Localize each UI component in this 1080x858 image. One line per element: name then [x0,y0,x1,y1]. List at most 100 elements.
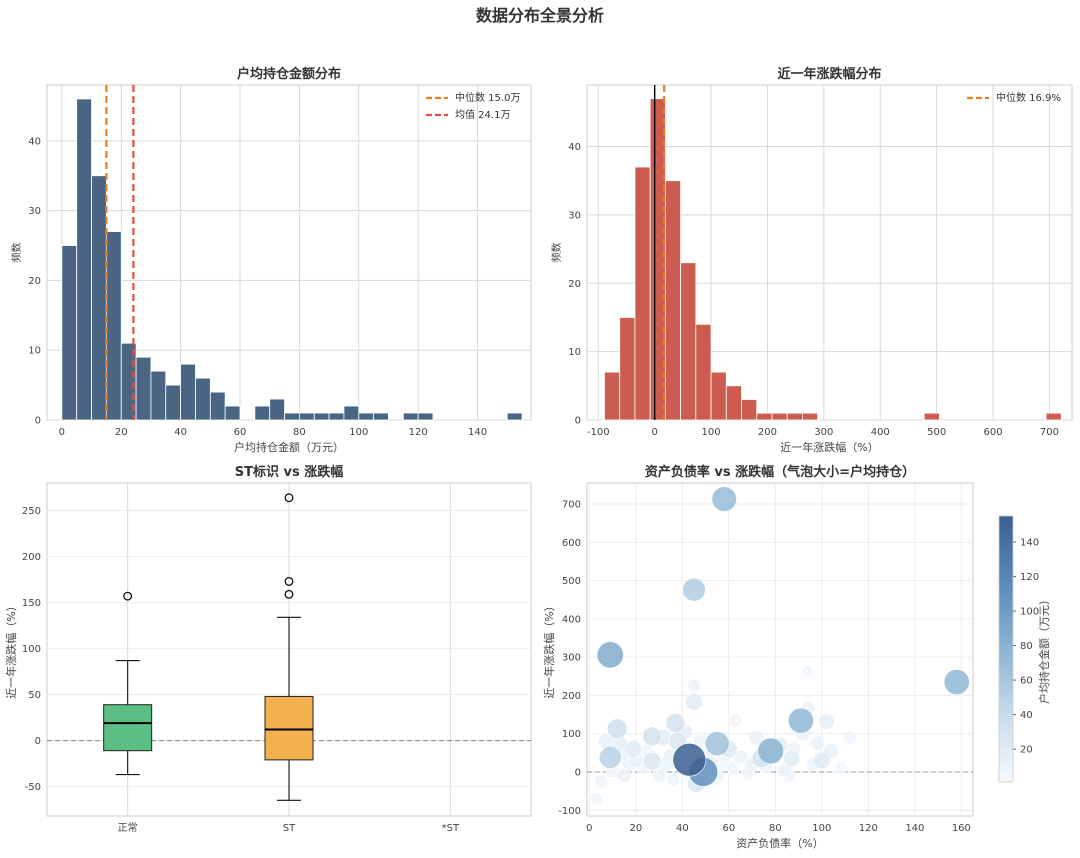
histogram-bar [76,98,92,421]
x-tick-label: 100 [812,823,831,834]
x-tick-label: 400 [871,427,890,438]
colorbar-tick-label: 120 [1020,572,1039,583]
bubble-point [729,713,743,728]
histogram-bar [343,405,360,421]
bubble-point [842,730,857,745]
x-tick-label: 60 [722,823,735,834]
x-tick-label: 120 [859,823,878,834]
x-tick-label: 600 [983,427,1002,438]
chart-4: 0 20 40 60 80 100 120 140 160 -100 0 100 200 300 400 50… [542,464,1051,850]
bubble-point [616,768,632,784]
x-tick-label: 120 [409,427,428,438]
bubble-point [598,746,622,769]
chart-title: 户均持仓金额分布 [237,66,341,82]
histogram-bar [786,412,803,421]
x-tick-label: 80 [293,427,306,438]
x-axis-label: 资产负债率（%） [736,836,823,850]
y-tick-label: 700 [562,500,581,511]
histogram-bar [373,412,389,421]
histogram-bar [358,412,375,421]
box-group [264,493,314,801]
bubble-point [704,731,730,757]
x-tick-label: 100 [702,427,721,438]
y-tick-label: 0 [35,416,41,427]
bubble-point [809,735,825,751]
histogram-bar [634,166,651,421]
y-tick-label: 500 [562,576,581,587]
histogram-bar [195,377,211,421]
y-tick-label: 20 [568,279,581,290]
x-axis-label: 近一年涨跌幅（%） [780,440,878,454]
histogram-bar [725,385,742,421]
y-tick-label: -50 [25,782,41,793]
y-tick-label: 300 [562,653,581,664]
y-axis-label: 频数 [550,243,563,263]
colorbar-tick-label: 100 [1020,607,1039,618]
histogram-bar [402,412,419,421]
histogram-bar [284,412,300,421]
x-tick-label: 0 [586,823,592,834]
box [264,695,314,761]
legend-label: 中位数 16.9% [996,91,1061,104]
x-tick-label: 160 [952,823,971,834]
histogram-bar [105,231,122,421]
y-tick-label: 10 [568,347,581,358]
histogram-bar [224,405,241,421]
category-label: *ST [442,823,460,834]
bubble-point [685,693,703,711]
colorbar-label: 户均持仓金额（万元） [1037,594,1051,704]
bubble-point [593,774,609,789]
x-tick-label: 0 [651,427,657,438]
y-tick-label: 50 [28,690,41,701]
histogram-bar [150,370,167,421]
histogram-bar [254,405,271,421]
bubble-point [607,718,628,739]
histogram-bar [269,398,285,421]
x-tick-label: 40 [676,823,689,834]
histogram-bar [680,262,697,421]
bubble-point [642,726,662,747]
histogram-bar [1045,412,1062,421]
histogram-bar [923,412,940,421]
bubble-point [943,669,970,695]
x-tick-label: -100 [587,427,610,438]
bubble-point [672,742,707,777]
y-tick-label: 200 [562,691,581,702]
x-tick-label: 200 [758,427,777,438]
bubble-point [711,486,737,512]
y-tick-label: -100 [558,806,581,817]
x-tick-label: 140 [468,427,487,438]
outlier-point [284,493,294,503]
y-tick-label: 600 [562,538,581,549]
bubble-point [624,740,643,758]
y-axis-label: 频数 [10,243,23,263]
x-tick-label: 40 [174,427,187,438]
x-tick-label: 0 [59,427,65,438]
x-tick-label: 60 [234,427,247,438]
chart-1: 0 20 40 60 80 100 120 140 0 10 20 30 40 户均持仓金额分布户均持仓金… [10,66,532,454]
colorbar-tick-label: 20 [1020,745,1033,756]
histogram-bar [756,412,773,421]
y-tick-label: 20 [28,276,41,287]
colorbar-tick-label: 140 [1020,537,1039,548]
y-tick-label: 0 [575,416,581,427]
x-tick-label: 80 [769,823,782,834]
y-tick-label: 40 [568,142,581,153]
bubble-point [651,768,667,783]
bubble-point [589,792,603,806]
outlier-point [284,576,294,586]
histogram-bar [328,412,345,421]
bubble-point [666,772,680,787]
x-axis-label: 户均持仓金额（万元） [234,440,344,454]
category-label: 正常 [118,821,138,834]
y-tick-label: 30 [28,206,41,217]
histogram-bar [61,245,78,421]
y-tick-label: 250 [22,506,41,517]
chart-title: ST标识 vs 涨跌幅 [235,464,344,480]
histogram-bar [664,180,682,421]
x-tick-label: 500 [927,427,946,438]
histogram-bar [710,371,727,421]
chart-title: 资产负债率 vs 涨跌幅（气泡大小=户均持仓） [645,464,915,480]
bubble-point [757,737,784,765]
